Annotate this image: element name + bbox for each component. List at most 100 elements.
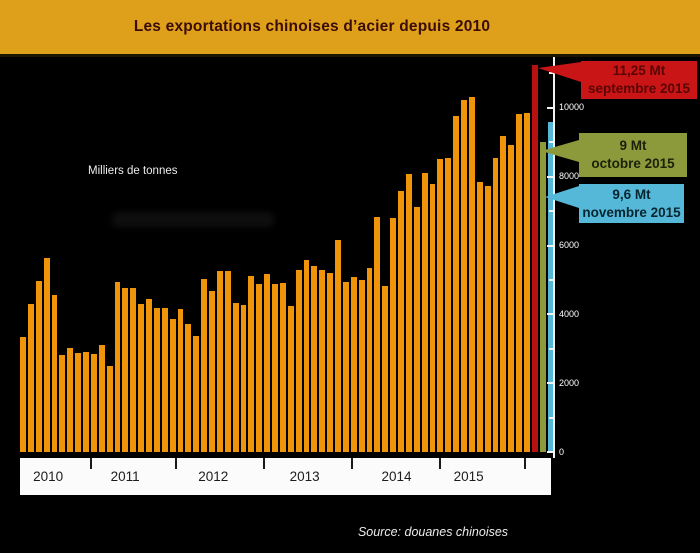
major-tick (547, 175, 554, 178)
bar (232, 303, 239, 452)
bar (138, 304, 144, 452)
minor-tick (549, 416, 554, 419)
bar (374, 216, 381, 452)
bar (342, 282, 349, 452)
bar (461, 100, 467, 452)
bar-series (20, 57, 554, 452)
major-tick (547, 451, 554, 453)
bar (531, 64, 538, 452)
bar (335, 239, 341, 452)
bar (516, 114, 522, 452)
bar (484, 186, 491, 452)
bar (350, 276, 357, 452)
tick-label: 4000 (559, 308, 580, 319)
bar (382, 285, 389, 452)
bar (169, 319, 176, 452)
bar (508, 145, 515, 452)
minor-tick (549, 141, 554, 144)
bar (445, 157, 452, 452)
bar (547, 121, 554, 452)
bar (201, 278, 207, 452)
tick-label: 2000 (559, 377, 580, 388)
bar (153, 307, 160, 452)
callout-period: septembre 2015 (587, 81, 691, 96)
minor-tick (549, 72, 554, 75)
bar (90, 354, 97, 452)
callout-value: 9 Mt (619, 138, 647, 154)
year-tick (438, 458, 441, 469)
bar (216, 271, 223, 452)
bar (319, 269, 326, 452)
bar (193, 336, 200, 452)
bar (27, 304, 34, 452)
callout-value: 11,25 Mt (612, 63, 666, 79)
major-tick (547, 244, 554, 247)
bar (437, 158, 444, 452)
year-label: 2014 (381, 469, 412, 484)
bar (429, 184, 436, 452)
callout-value: 9,6 Mt (612, 186, 651, 202)
bar (287, 306, 294, 452)
bar (43, 257, 50, 452)
tick-label: 8000 (559, 171, 580, 182)
bar (539, 142, 546, 452)
tick-label: 10000 (559, 102, 585, 113)
year-label: 2011 (110, 469, 140, 484)
year-label: 2012 (198, 469, 229, 484)
bar (303, 260, 310, 452)
year-tick (350, 458, 353, 469)
bar (421, 172, 428, 452)
major-tick (547, 382, 554, 385)
bar (279, 283, 286, 452)
bar (405, 173, 412, 452)
year-label: 2015 (453, 469, 484, 484)
bar (185, 324, 192, 452)
bar (311, 265, 318, 452)
bar (295, 269, 302, 452)
year-label: 2013 (289, 469, 320, 484)
bar (224, 271, 231, 452)
bar (256, 284, 263, 452)
bar (413, 207, 420, 452)
year-axis-strip: 2010 2011 2012 2013 2014 2015 (20, 458, 551, 495)
bar (146, 299, 152, 452)
source-credit: Source: douanes chinoises (357, 525, 509, 539)
callout-period: novembre 2015 (582, 204, 681, 220)
bar (366, 267, 373, 452)
faded-watermark-artifact (112, 212, 274, 227)
minor-tick (549, 347, 554, 350)
major-tick (547, 313, 554, 316)
bar (248, 275, 255, 452)
year-tick (90, 458, 93, 469)
tick-label: 0 (559, 446, 565, 457)
bar (177, 309, 184, 452)
bar (390, 218, 396, 452)
bar (67, 348, 74, 452)
bar (327, 273, 333, 452)
bar (130, 287, 137, 452)
page-title: Les exportations chinoises d’acier depui… (133, 18, 491, 35)
bar (98, 345, 105, 452)
major-tick (547, 106, 554, 109)
bar (500, 136, 507, 452)
bar (524, 113, 530, 452)
bar (51, 295, 58, 452)
bar (453, 116, 459, 452)
y-axis-unit-label: Milliers de tonnes (88, 165, 178, 177)
tick-label: 6000 (559, 240, 580, 251)
bar (398, 191, 404, 452)
bar (122, 287, 129, 452)
bar (75, 353, 81, 452)
bar (209, 291, 215, 452)
bar (476, 182, 483, 452)
callout-novembre-2015: 9,6 Mt novembre 2015 (579, 184, 684, 223)
bar (161, 307, 168, 452)
year-tick (523, 458, 526, 469)
bar (114, 282, 121, 452)
callout-octobre-2015: 9 Mt octobre 2015 (579, 133, 687, 177)
callout-period: octobre 2015 (591, 156, 675, 171)
title-bar: Les exportations chinoises d’acier depui… (0, 0, 700, 57)
minor-tick (549, 210, 554, 213)
bar (468, 96, 475, 452)
